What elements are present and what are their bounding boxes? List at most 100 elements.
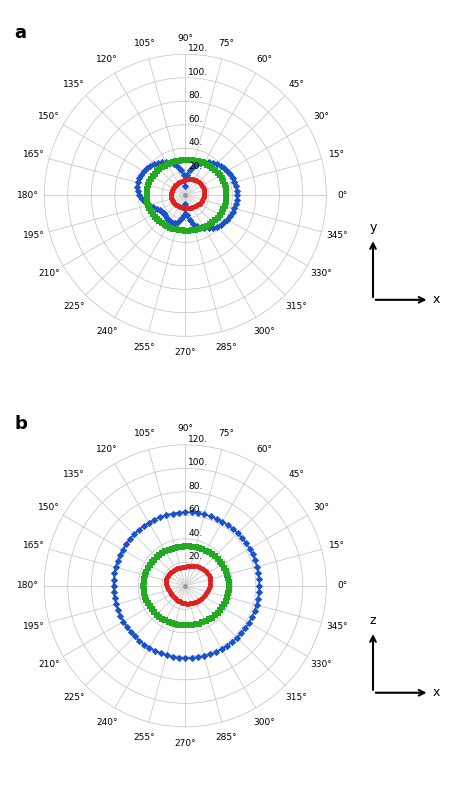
- Point: [175, 562, 182, 574]
- Point: [234, 527, 241, 540]
- Point: [170, 196, 177, 208]
- Point: [177, 213, 184, 226]
- Point: [219, 203, 226, 215]
- Point: [177, 596, 184, 608]
- Point: [163, 581, 170, 593]
- Point: [200, 221, 207, 234]
- Point: [197, 593, 204, 605]
- Point: [163, 158, 170, 170]
- Point: [185, 540, 192, 553]
- Point: [222, 193, 229, 205]
- Point: [189, 596, 197, 609]
- Point: [169, 182, 176, 195]
- Point: [167, 565, 175, 578]
- Point: [146, 159, 153, 172]
- Point: [162, 578, 170, 590]
- Point: [163, 211, 170, 224]
- Point: [178, 201, 185, 214]
- Text: x: x: [432, 686, 439, 699]
- Text: 105°: 105°: [133, 429, 155, 439]
- Point: [193, 223, 201, 236]
- Point: [151, 514, 158, 526]
- Point: [198, 195, 205, 208]
- Point: [184, 597, 192, 610]
- Point: [161, 545, 169, 558]
- Point: [217, 172, 225, 185]
- Point: [171, 198, 178, 211]
- Point: [218, 601, 226, 614]
- Point: [112, 598, 120, 611]
- Point: [172, 178, 179, 191]
- Point: [222, 565, 229, 578]
- Point: [198, 543, 206, 555]
- Point: [175, 619, 182, 631]
- Point: [169, 650, 176, 663]
- Text: 225°: 225°: [63, 693, 85, 701]
- Text: 195°: 195°: [23, 622, 44, 631]
- Point: [168, 184, 175, 196]
- Point: [189, 173, 196, 185]
- Point: [151, 645, 158, 657]
- Text: 80.: 80.: [188, 481, 202, 491]
- Point: [165, 568, 172, 581]
- Point: [193, 155, 201, 167]
- Point: [181, 540, 189, 552]
- Point: [166, 586, 174, 599]
- Point: [158, 612, 166, 625]
- Point: [167, 190, 175, 203]
- Point: [161, 159, 168, 172]
- Point: [175, 651, 182, 664]
- Point: [172, 155, 179, 167]
- Point: [205, 613, 212, 626]
- Point: [179, 169, 187, 181]
- Point: [163, 571, 170, 584]
- Point: [181, 506, 189, 518]
- Point: [194, 507, 201, 519]
- Point: [175, 540, 182, 553]
- Point: [160, 207, 167, 219]
- Point: [189, 200, 197, 213]
- Point: [203, 219, 210, 232]
- Point: [116, 549, 123, 562]
- Point: [156, 204, 163, 216]
- Point: [198, 616, 206, 629]
- Point: [178, 561, 185, 574]
- Text: 15°: 15°: [328, 540, 345, 550]
- Point: [169, 195, 176, 208]
- Point: [200, 563, 207, 576]
- Point: [202, 565, 209, 578]
- Point: [147, 173, 154, 185]
- Point: [178, 596, 185, 609]
- Point: [142, 565, 149, 578]
- Point: [162, 574, 170, 587]
- Point: [170, 181, 177, 193]
- Text: 165°: 165°: [23, 150, 44, 159]
- Point: [199, 192, 207, 204]
- Point: [245, 542, 253, 555]
- Point: [150, 158, 157, 170]
- Point: [242, 537, 249, 550]
- Text: 75°: 75°: [217, 429, 234, 439]
- Text: 255°: 255°: [133, 342, 155, 352]
- Point: [205, 581, 212, 594]
- Point: [193, 199, 200, 211]
- Point: [190, 560, 198, 573]
- Point: [127, 626, 134, 638]
- Point: [229, 523, 236, 536]
- Point: [223, 213, 230, 226]
- Point: [166, 215, 174, 228]
- Point: [153, 608, 160, 621]
- Point: [167, 192, 175, 204]
- Point: [248, 611, 255, 623]
- Point: [226, 168, 233, 181]
- Point: [198, 193, 206, 206]
- Point: [145, 199, 152, 211]
- Point: [212, 513, 220, 525]
- Point: [172, 563, 179, 575]
- Text: 210°: 210°: [38, 660, 60, 669]
- Point: [145, 516, 152, 529]
- Point: [154, 156, 161, 169]
- Point: [213, 607, 221, 619]
- Point: [221, 178, 228, 191]
- Point: [112, 561, 119, 574]
